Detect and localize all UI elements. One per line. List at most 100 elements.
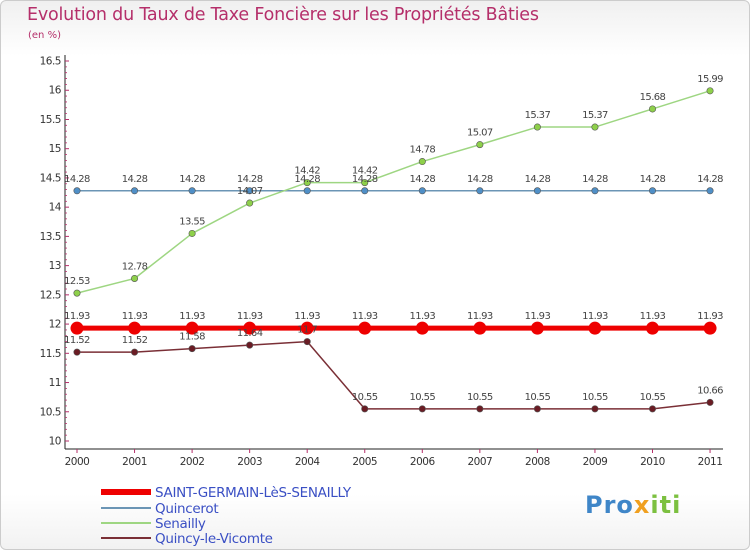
- data-label-quincerot: 14.28: [409, 174, 435, 185]
- y-tick-label: 14.5: [40, 172, 61, 184]
- data-point-quincerot: [533, 187, 541, 195]
- data-point-senailly: [591, 123, 599, 131]
- data-label-senailly: 15.07: [467, 128, 493, 139]
- x-tick-label: 2002: [180, 456, 205, 468]
- y-tick-label: 13.5: [40, 231, 61, 243]
- data-point-saint-germain-les-senailly: [703, 321, 717, 335]
- data-point-quincy-le-vicomte: [533, 405, 541, 413]
- data-label-senailly: 14.42: [352, 166, 378, 177]
- data-point-saint-germain-les-senailly: [358, 321, 372, 335]
- data-point-quincerot: [648, 187, 656, 195]
- unit-label: (en %): [28, 30, 61, 41]
- data-label-senailly: 14.78: [409, 145, 435, 156]
- data-label-quincy-le-vicomte: 11.7: [297, 325, 317, 336]
- data-point-quincy-le-vicomte: [476, 405, 484, 413]
- data-label-quincerot: 14.28: [467, 174, 493, 185]
- data-point-quincerot: [476, 187, 484, 195]
- data-point-saint-germain-les-senailly: [646, 321, 659, 335]
- data-point-saint-germain-les-senailly: [243, 321, 257, 335]
- x-tick-label: 2000: [65, 456, 90, 468]
- data-point-quincy-le-vicomte: [706, 398, 714, 406]
- data-label-saint-germain-les-senailly: 11.93: [237, 311, 263, 322]
- data-point-quincerot: [188, 187, 196, 195]
- data-label-saint-germain-les-senailly: 11.93: [582, 311, 608, 322]
- data-label-senailly: 15.99: [697, 74, 723, 85]
- data-point-quincy-le-vicomte: [648, 405, 656, 413]
- data-label-saint-germain-les-senailly: 11.93: [294, 311, 320, 322]
- x-tick-label: 2001: [122, 456, 147, 468]
- data-label-senailly: 13.55: [179, 216, 205, 227]
- data-point-saint-germain-les-senailly: [185, 321, 199, 335]
- data-point-quincy-le-vicomte: [591, 405, 599, 413]
- x-tick-label: 2005: [352, 456, 377, 468]
- chart-title: Evolution du Taux de Taxe Foncière sur l…: [27, 5, 539, 25]
- data-label-quincerot: 14.28: [582, 174, 608, 185]
- data-label-quincy-le-vicomte: 10.55: [582, 392, 608, 403]
- data-label-quincy-le-vicomte: 11.52: [64, 335, 90, 346]
- data-label-saint-germain-les-senailly: 11.93: [179, 311, 205, 322]
- data-label-senailly: 15.37: [525, 110, 551, 121]
- data-label-quincerot: 14.28: [352, 174, 378, 185]
- y-tick-label: 10.5: [40, 406, 61, 418]
- data-label-quincy-le-vicomte: 11.52: [122, 335, 148, 346]
- data-label-quincerot: 14.28: [525, 174, 551, 185]
- data-point-senailly: [648, 105, 656, 113]
- data-point-saint-germain-les-senailly: [415, 321, 429, 335]
- series-line-senailly: [76, 90, 711, 294]
- data-label-saint-germain-les-senailly: 11.93: [467, 311, 493, 322]
- data-point-senailly: [476, 141, 484, 149]
- data-label-quincerot: 14.28: [122, 174, 148, 185]
- y-tick-label: 15: [49, 143, 61, 155]
- data-point-quincerot: [706, 187, 714, 195]
- y-tick-label: 16: [49, 85, 62, 97]
- data-point-saint-germain-les-senailly: [70, 321, 84, 335]
- logo-part-1: Pro: [585, 491, 634, 519]
- data-point-senailly: [303, 179, 311, 187]
- y-tick-label: 11.5: [40, 348, 61, 360]
- data-label-saint-germain-les-senailly: 11.93: [409, 311, 435, 322]
- y-tick-label: 16.5: [40, 56, 61, 68]
- x-tick-label: 2008: [525, 456, 550, 468]
- legend-label-quincerot: Quincerot: [155, 501, 218, 517]
- data-point-quincy-le-vicomte: [73, 348, 81, 356]
- data-point-saint-germain-les-senailly: [473, 321, 487, 335]
- data-label-quincy-le-vicomte: 10.55: [409, 392, 435, 403]
- data-label-saint-germain-les-senailly: 11.93: [697, 311, 723, 322]
- data-point-quincerot: [591, 187, 599, 195]
- data-label-quincy-le-vicomte: 10.55: [467, 392, 493, 403]
- data-label-quincerot: 14.28: [294, 174, 320, 185]
- data-point-senailly: [706, 87, 714, 95]
- data-label-senailly: 15.37: [582, 110, 608, 121]
- data-point-quincy-le-vicomte: [361, 405, 369, 413]
- data-point-senailly: [73, 289, 81, 297]
- data-label-saint-germain-les-senailly: 11.93: [352, 311, 378, 322]
- y-tick-label: 11: [49, 377, 61, 389]
- data-point-quincerot: [131, 187, 139, 195]
- data-point-quincerot: [361, 187, 369, 195]
- data-point-quincy-le-vicomte: [246, 341, 254, 349]
- x-tick-label: 2006: [410, 456, 436, 468]
- data-label-saint-germain-les-senailly: 11.93: [525, 311, 551, 322]
- data-label-quincy-le-vicomte: 11.64: [237, 328, 263, 339]
- data-label-senailly: 12.78: [122, 261, 148, 272]
- data-label-quincy-le-vicomte: 10.55: [525, 392, 551, 403]
- data-label-quincerot: 14.28: [64, 174, 90, 185]
- x-tick-label: 2003: [237, 456, 262, 468]
- data-point-saint-germain-les-senailly: [530, 321, 544, 335]
- data-label-quincy-le-vicomte: 10.55: [352, 392, 378, 403]
- data-point-quincy-le-vicomte: [418, 405, 426, 413]
- y-tick-label: 12.5: [40, 289, 61, 301]
- data-label-quincerot: 14.28: [640, 174, 666, 185]
- data-label-quincy-le-vicomte: 11.58: [179, 332, 205, 343]
- y-tick-label: 12: [49, 319, 61, 331]
- data-point-senailly: [188, 229, 196, 237]
- y-tick-label: 15.5: [40, 114, 61, 126]
- data-label-quincerot: 14.28: [237, 174, 263, 185]
- data-label-senailly: 15.68: [640, 92, 666, 103]
- data-point-senailly: [533, 123, 541, 131]
- y-tick-label: 10: [49, 436, 61, 448]
- y-tick-label: 14: [49, 202, 62, 214]
- data-label-saint-germain-les-senailly: 11.93: [640, 311, 666, 322]
- x-tick-label: 2011: [698, 456, 723, 468]
- x-tick-label: 2007: [467, 456, 492, 468]
